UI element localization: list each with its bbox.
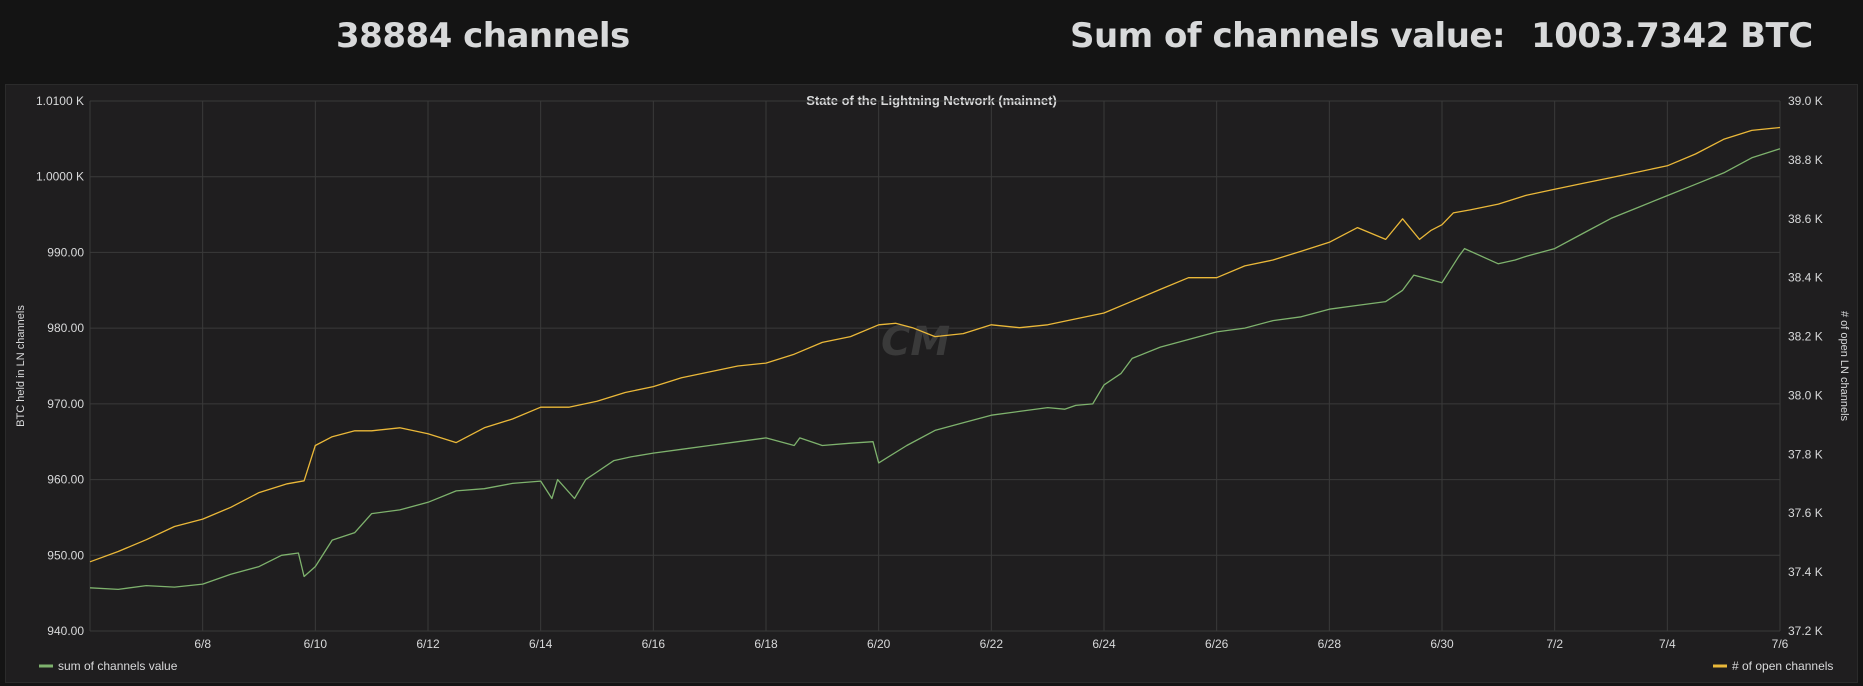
x-tick-label: 6/26 (1205, 637, 1229, 651)
legend-item-open-channels[interactable]: # of open channels (1732, 659, 1833, 673)
x-tick-label: 7/2 (1546, 637, 1563, 651)
y-right-tick-label: 39.0 K (1788, 94, 1823, 108)
y-left-tick-label: 990.00 (47, 245, 84, 259)
y-left-tick-label: 980.00 (47, 321, 84, 335)
y-right-tick-label: 38.4 K (1788, 271, 1823, 285)
grid-layer (89, 100, 1781, 632)
y-right-tick-label: 37.8 K (1788, 447, 1823, 461)
x-tick-label: 6/24 (1092, 637, 1116, 651)
x-tick-label: 6/14 (529, 637, 553, 651)
x-tick-label: 6/18 (754, 637, 778, 651)
x-tick-label: 6/22 (980, 637, 1004, 651)
y-left-tick-label: 970.00 (47, 397, 84, 411)
x-tick-label: 7/4 (1659, 637, 1676, 651)
y-right-tick-label: 38.8 K (1788, 153, 1823, 167)
y-left-tick-label: 1.0000 K (36, 170, 84, 184)
watermark-logo: CM (881, 319, 950, 365)
y-right-tick-label: 38.0 K (1788, 388, 1823, 402)
y-left-tick-label: 950.00 (47, 548, 84, 562)
x-tick-label: 6/30 (1430, 637, 1454, 651)
x-tick-label: 6/8 (194, 637, 211, 651)
y-left-tick-label: 940.00 (47, 624, 84, 638)
series-line-open-channels (89, 126, 1781, 563)
y-right-tick-label: 37.4 K (1788, 565, 1823, 579)
y-right-tick-label: 37.6 K (1788, 506, 1823, 520)
x-tick-label: 6/16 (642, 637, 666, 651)
x-tick-label: 6/28 (1318, 637, 1342, 651)
channels-value-amount: 1003.7342 BTC (1531, 16, 1813, 56)
y-left-tick-label: 960.00 (47, 473, 84, 487)
x-tick-label: 6/12 (416, 637, 440, 651)
y-right-tick-label: 38.6 K (1788, 212, 1823, 226)
channel-count-stat: 38884 channels (336, 16, 630, 56)
y-right-axis-title: # of open LN channels (1838, 311, 1850, 422)
y-left-tick-label: 1.0100 K (36, 94, 84, 108)
x-tick-label: 6/10 (304, 637, 328, 651)
legend-item-channels-value[interactable]: sum of channels value (58, 659, 178, 673)
channels-value-stat: Sum of channels value: 1003.7342 BTC (1070, 16, 1813, 56)
y-right-tick-label: 38.2 K (1788, 330, 1823, 344)
channels-value-label: Sum of channels value: (1070, 16, 1506, 56)
stats-header: 38884 channels Sum of channels value: 100… (0, 0, 1863, 80)
axis-layer: 940.00 950.00 960.00 970.00 980.00 990.00 1.00… (15, 94, 1850, 651)
series-layer (89, 126, 1781, 591)
x-tick-label: 6/20 (867, 637, 891, 651)
x-tick-label: 7/6 (1772, 637, 1789, 651)
legend-layer: sum of channels value # of open channels (39, 659, 1833, 673)
series-line-channels-value (89, 148, 1781, 591)
y-right-tick-label: 37.2 K (1788, 624, 1823, 638)
y-left-axis-title: BTC held in LN channels (15, 305, 27, 427)
chart-panel: State of the Lightning Network (mainnet)… (5, 84, 1858, 683)
lightning-network-chart: CM 940.00 950.00 960.00 970.00 980.00 990.00 1… (15, 94, 1850, 673)
